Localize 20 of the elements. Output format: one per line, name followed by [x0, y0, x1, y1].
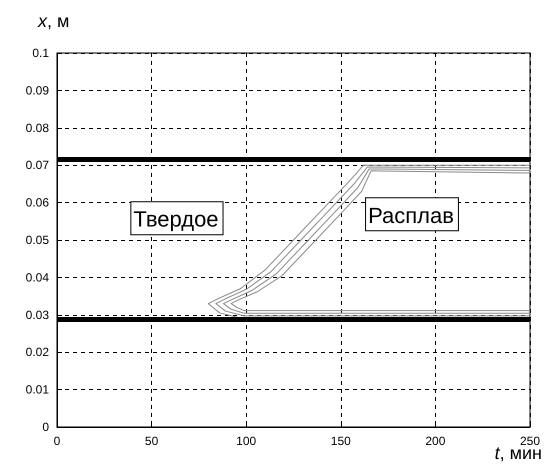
- y-tick-label: 0.05: [26, 233, 50, 247]
- y-tick-label: 0.04: [26, 270, 50, 284]
- y-tick-label: 0.01: [26, 382, 50, 397]
- y-tick-label: 0.1: [32, 46, 50, 60]
- annotation: Твердое: [133, 206, 219, 232]
- y-tick-label: 0.03: [26, 308, 50, 322]
- x-tick-label: 50: [144, 434, 159, 448]
- x-tick-label: 200: [425, 434, 446, 448]
- y-tick-label: 0.02: [26, 345, 50, 360]
- y-tick-label: 0.06: [26, 196, 50, 210]
- x-tick-label: 100: [236, 434, 257, 448]
- y-tick-label: 0.09: [26, 83, 50, 98]
- x-tick-label: 0: [54, 434, 61, 448]
- y-tick-label: 0.07: [26, 158, 50, 172]
- y-tick-label: 0: [42, 420, 50, 434]
- x-tick-label: 250: [520, 434, 540, 448]
- annotation: Расплав: [368, 202, 454, 228]
- y-tick-label: 0.08: [26, 120, 50, 135]
- y-axis-title: x, м: [37, 11, 70, 31]
- x-tick-label: 150: [330, 434, 352, 448]
